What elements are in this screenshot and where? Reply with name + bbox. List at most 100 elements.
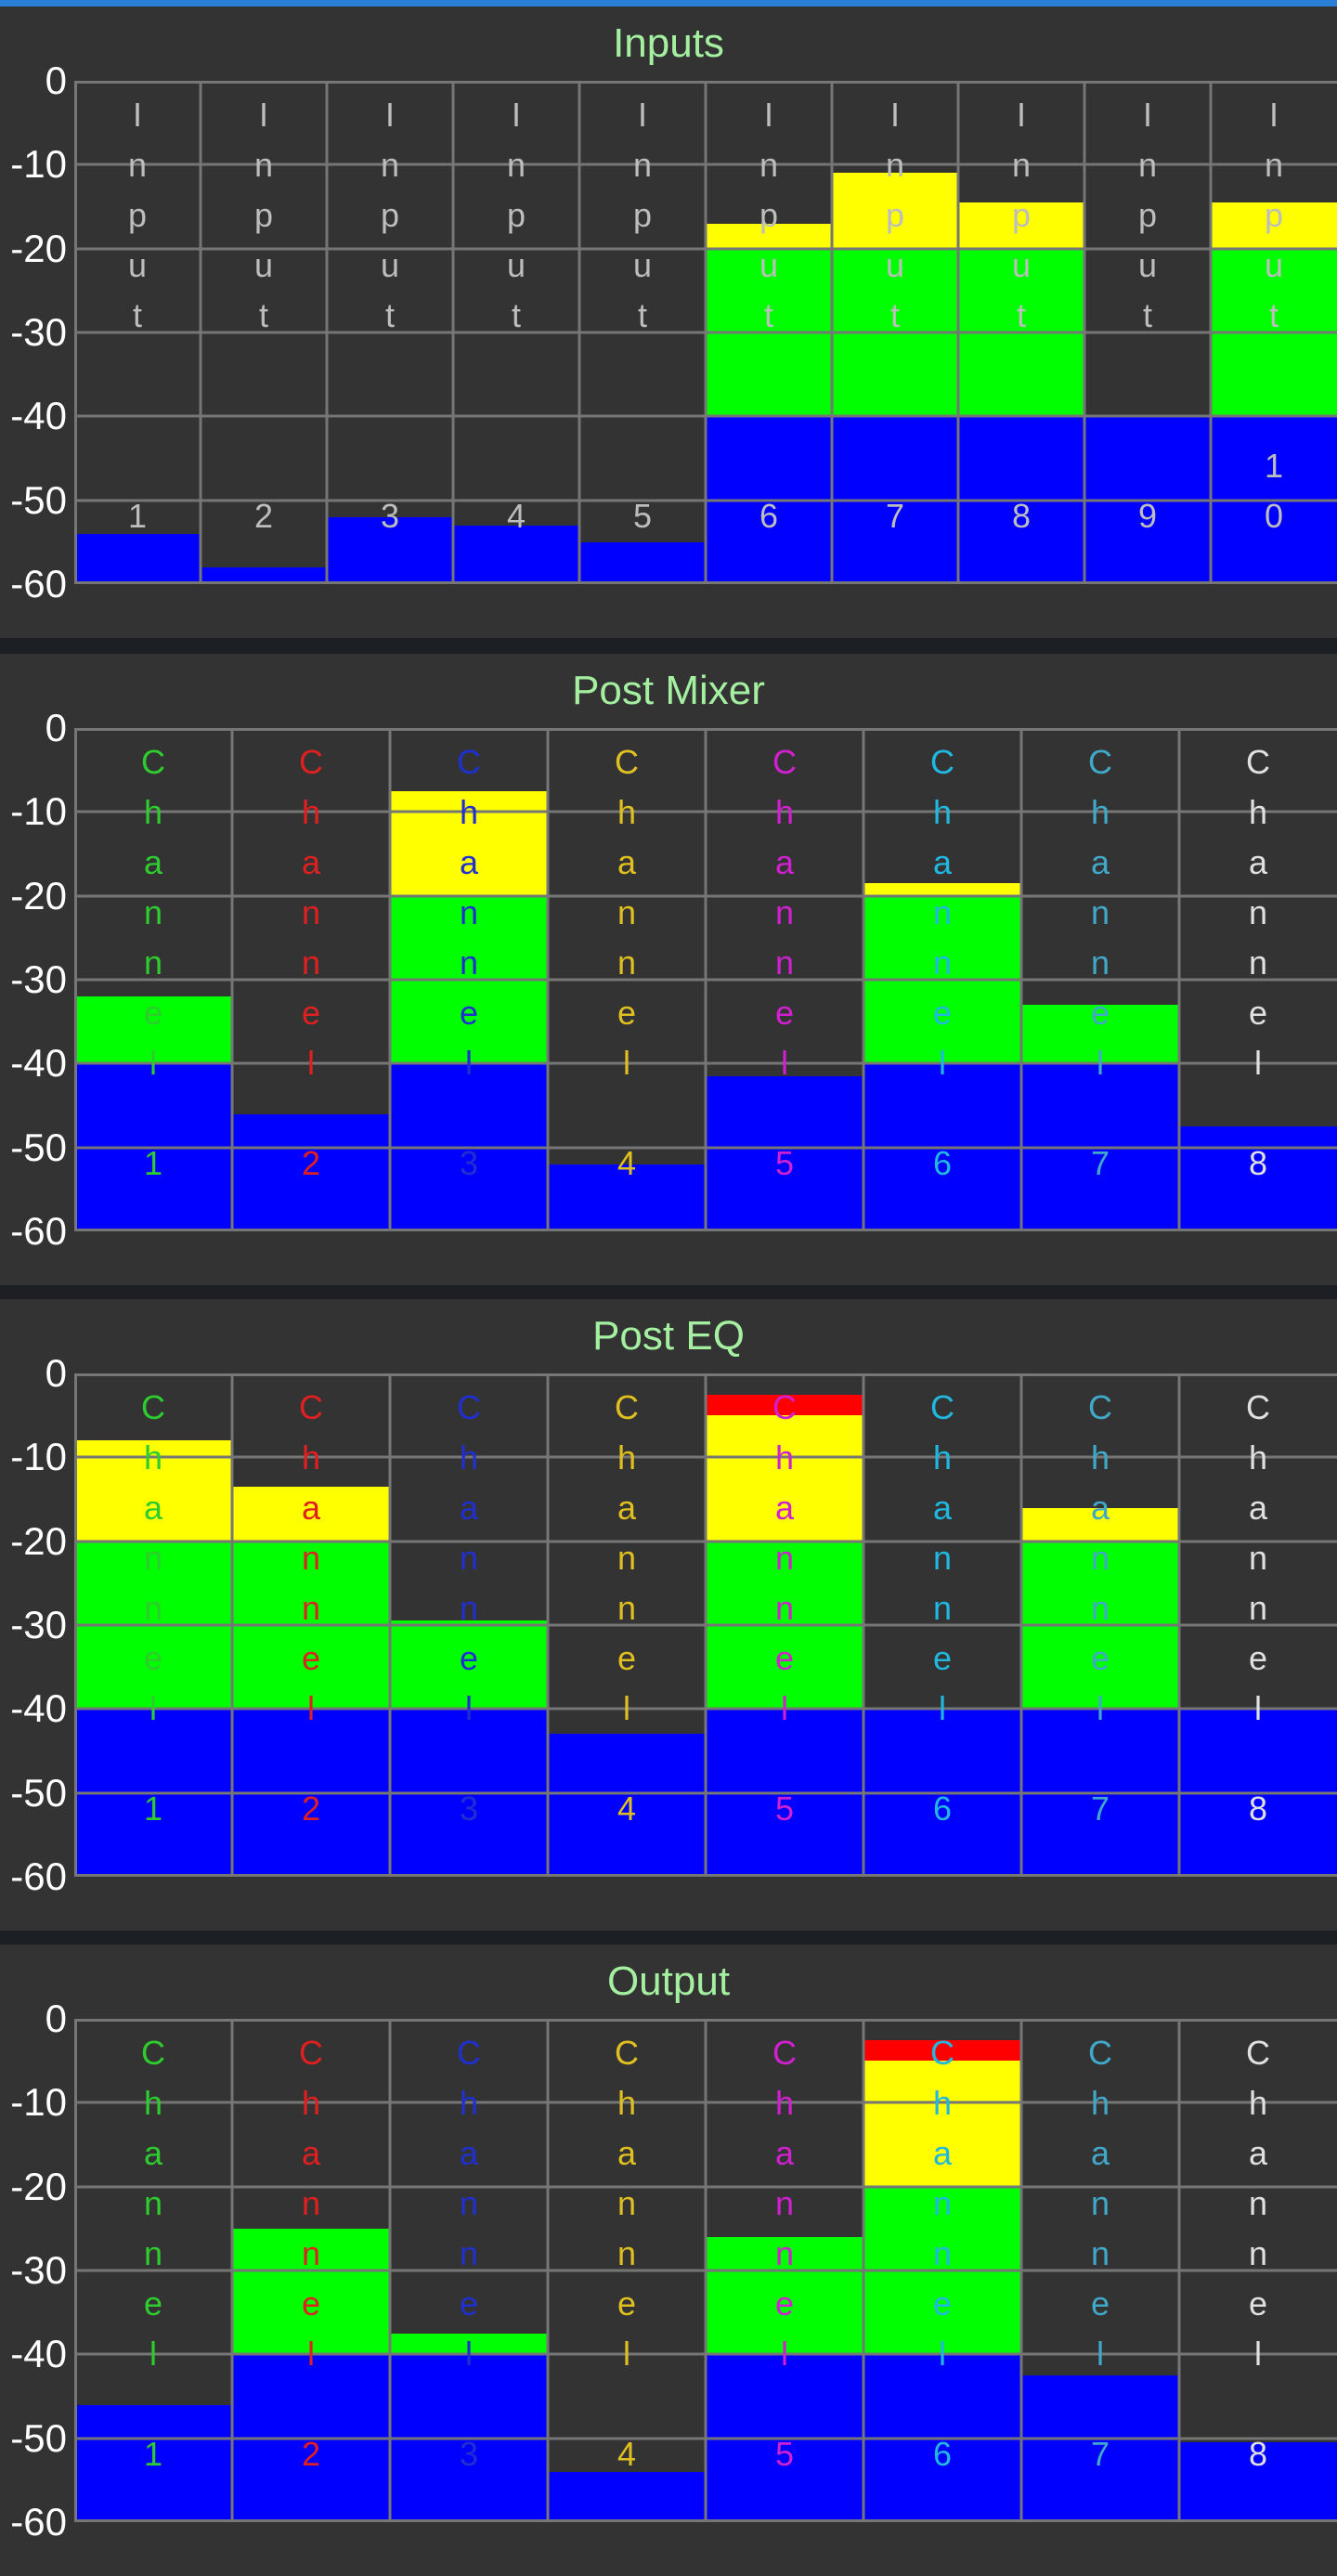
channel-label-letter: n [1248,2184,1268,2222]
channel-label-letter: C [615,2034,639,2072]
channel-label-letter: e [617,994,637,1032]
scale-tick-label: -40 [10,1041,67,1086]
channel-label-spacer [74,1088,232,1138]
channel-label-letter: h [774,2084,795,2122]
channel-label-letter: e [774,1639,795,1677]
scale-tick-label: -60 [10,1209,67,1253]
level-mid-segment [74,996,232,1064]
channel-label-letter: n [617,2234,637,2272]
channel-label-letter: a [774,2134,795,2172]
channel-label-letter: e [774,994,795,1032]
scale-tick-label: -10 [10,789,67,834]
channel-label-letter: C [299,1388,323,1426]
level-low-segment [232,1113,390,1231]
channel-label-spacer [74,1734,232,1784]
channel-label-number: 6 [759,497,779,535]
channel-label-spacer [706,1734,863,1784]
channel-label-letter: C [772,1388,797,1426]
channel-label-letter: l [623,2335,630,2373]
channel-label-number: 8 [1011,497,1032,535]
channel-label-spacer [1179,1088,1337,1138]
channel-label-letter: n [759,146,779,184]
channel-label-letter: l [1097,1689,1104,1727]
level-clip-segment [863,2039,1021,2062]
channel-label-letter: l [939,1689,946,1727]
channel-label-letter: n [774,943,795,982]
channel-label-spacer [579,391,706,441]
channel-label-letter: n [932,1539,953,1577]
meter-grid [74,728,1337,1231]
scale-tick-label: -20 [10,2164,67,2208]
channel-label-number: 5 [774,1144,795,1182]
channel-label-spacer [74,391,201,441]
channel-label-spacer [958,341,1084,391]
channel-label-letter: h [1248,2084,1268,2122]
channel-label-letter: p [759,196,779,234]
level-mid-segment [390,2333,548,2355]
channel-label-spacer [327,391,453,441]
channel-label-letter: I [1016,96,1026,134]
channel-label-letter: e [143,994,163,1032]
channel-label-letter: I [763,96,773,134]
panel-title: Output [606,1958,731,2004]
channel-label-letter: l [1254,1689,1262,1727]
channel-label-letter: a [143,2134,163,2172]
scale-tick-label: -20 [10,873,67,917]
level-high-segment [706,223,832,249]
channel-label-letter: C [141,2034,165,2072]
channel-label-letter: n [932,943,953,982]
top-accent-bar [0,0,1337,7]
channel-label-letter: h [774,1438,795,1477]
channel-label-spacer [1084,441,1211,491]
channel-label-letter: e [774,2284,795,2322]
channel-label-letter: e [932,994,953,1032]
channel-label-letter: l [307,2335,315,2373]
channel-label-letter: n [932,1589,953,1627]
level-bar-4 [548,2019,706,2522]
scale-tick-label: -20 [10,1518,67,1563]
channel-label-letter: C [141,1388,165,1426]
channel-label-letter: n [617,1589,637,1627]
channel-label-letter: l [1097,2335,1104,2373]
channel-label-letter: h [1248,793,1268,831]
channel-label-number: 3 [459,2435,479,2473]
channel-label-letter: h [774,793,795,831]
channel-label-letter: a [932,2134,953,2172]
channel-label-letter: n [301,1539,321,1577]
channel-label-spacer [706,1088,863,1138]
channel-label-spacer [863,2379,1021,2429]
level-high-segment [958,202,1084,249]
channel-label-letter: C [457,743,481,781]
level-high-segment [1021,1507,1179,1542]
channel-label-letter: e [1248,1639,1268,1677]
level-bar-1 [74,81,201,584]
channel-label-letter: h [143,1438,163,1477]
channel-label-spacer [390,1088,548,1138]
level-high-segment [706,1415,863,1542]
channel-label-spacer [1084,341,1211,391]
channel-label-letter: l [939,2335,946,2373]
channel-label-spacer [327,441,453,491]
scale-tick-label: -50 [10,477,67,522]
channel-label-letter: n [127,146,148,184]
level-bar-5 [706,728,863,1231]
level-mid-segment [232,2228,390,2355]
channel-label-letter: n [301,1589,321,1627]
channel-label-letter: l [149,1689,157,1727]
channel-label-letter: e [1090,2284,1110,2322]
scale-tick-label: -40 [10,2332,67,2376]
